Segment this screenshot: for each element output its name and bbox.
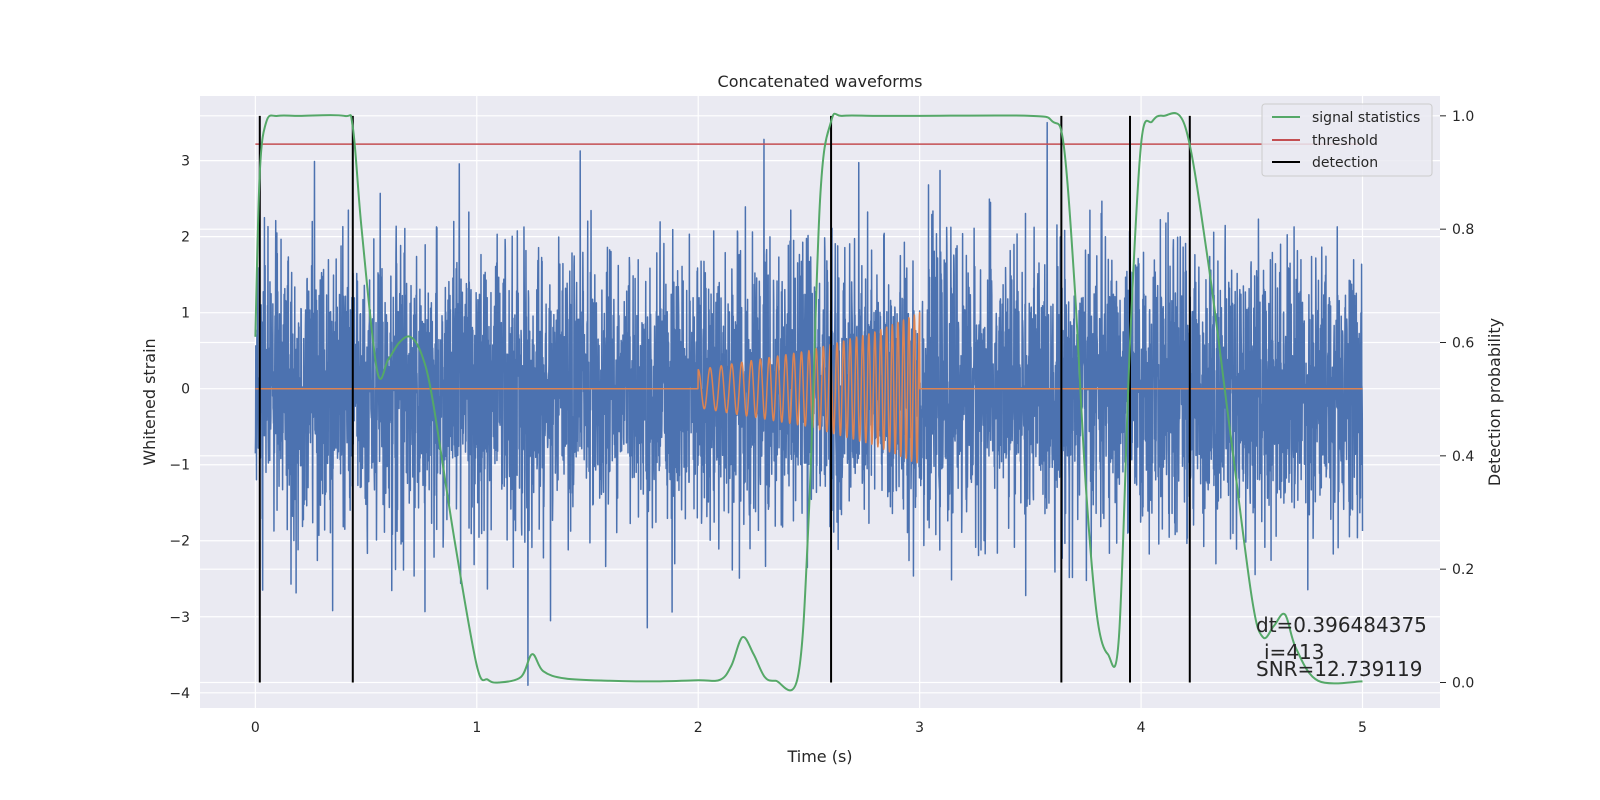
annotation-i: i=413 [1264, 640, 1325, 664]
y-tick-label: 2 [181, 230, 190, 246]
x-tick-label: 3 [915, 720, 924, 736]
legend-label-signal-statistics: signal statistics [1312, 110, 1420, 126]
x-tick-label: 1 [472, 720, 481, 736]
chart-title: Concatenated waveforms [718, 72, 923, 91]
y2-tick-label: 0.2 [1452, 562, 1474, 578]
y-axis-label: Whitened strain [140, 338, 159, 465]
y2-tick-label: 0.6 [1452, 336, 1474, 352]
annotation-snr: SNR=12.739119 [1256, 657, 1422, 681]
x-tick-label: 4 [1137, 720, 1146, 736]
y2-axis-label: Detection probability [1485, 318, 1504, 486]
y2-tick-label: 1.0 [1452, 109, 1474, 125]
x-tick-label: 5 [1358, 720, 1367, 736]
legend-box [1261, 103, 1433, 177]
strain-series [254, 121, 1364, 686]
injected-waveform-series [254, 311, 1363, 464]
legend-label-detection: detection [1312, 155, 1378, 171]
legend-label-threshold: threshold [1312, 133, 1378, 149]
y-axis-ticks: −4 −3 −2 −1 0 1 2 3 [169, 154, 190, 702]
y2-tick-label: 0.4 [1452, 449, 1474, 465]
detection-lines [258, 115, 1191, 683]
y-tick-label: 1 [181, 306, 190, 322]
legend: signal statistics threshold detection [1261, 103, 1433, 177]
annotation-dt: dt=0.396484375 [1256, 613, 1427, 637]
x-axis-ticks: 0 1 2 3 4 5 [251, 720, 1367, 736]
x-tick-label: 0 [251, 720, 260, 736]
y2-tick-label: 0.0 [1452, 676, 1474, 692]
y-tick-label: −2 [169, 534, 190, 550]
y2-tick-label: 0.8 [1452, 222, 1474, 238]
signal-statistics-series [254, 112, 1363, 692]
y2-axis-ticks: 0.0 0.2 0.4 0.6 0.8 1.0 [1440, 109, 1474, 692]
x-tick-label: 2 [694, 720, 703, 736]
y-tick-label: −3 [169, 610, 190, 626]
x-axis-label: Time (s) [786, 747, 852, 766]
y-tick-label: −4 [169, 686, 190, 702]
y-tick-label: 3 [181, 154, 190, 170]
y-tick-label: 0 [181, 382, 190, 398]
y-tick-label: −1 [169, 458, 190, 474]
